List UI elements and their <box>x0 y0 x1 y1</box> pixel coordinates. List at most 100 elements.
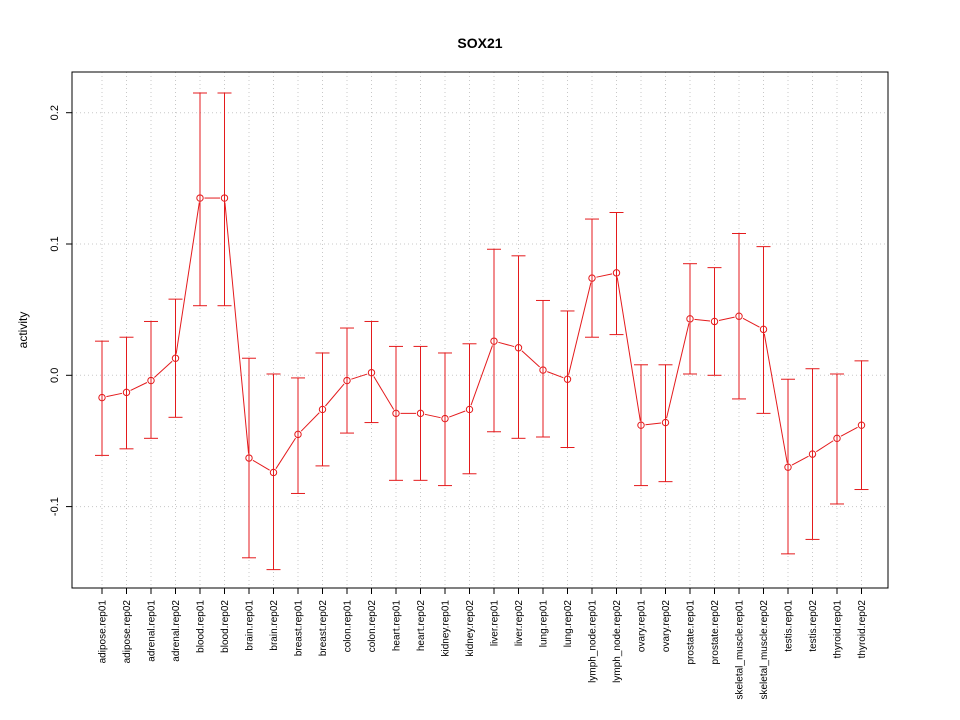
data-point <box>343 376 351 385</box>
x-tick-label: adipose.rep02 <box>122 600 133 664</box>
series-line-segment <box>275 437 296 469</box>
error-bars <box>95 92 869 571</box>
data-point <box>171 354 180 362</box>
data-point <box>269 468 278 477</box>
x-tick-label: skeletal_muscle.rep02 <box>759 600 770 700</box>
data-point <box>392 409 400 418</box>
series-line-segment <box>616 277 641 421</box>
data-point <box>588 274 596 282</box>
series-line-segment <box>568 282 592 375</box>
series-line-segment <box>666 323 690 419</box>
series-line-segment <box>521 350 541 368</box>
x-tick-label: lung.rep01 <box>539 600 550 648</box>
x-tick-label: brain.rep01 <box>245 600 256 651</box>
x-tick-label: thyroid.rep02 <box>857 600 868 659</box>
series-line-segment <box>763 333 788 463</box>
x-tick-label: thyroid.rep01 <box>833 600 844 659</box>
y-tick-label: -0.1 <box>49 497 61 516</box>
grid-layer <box>72 72 888 588</box>
data-point <box>833 434 841 443</box>
x-tick-label: prostate.rep02 <box>710 600 721 665</box>
data-point <box>147 376 155 385</box>
data-point <box>539 366 547 374</box>
data-point <box>416 409 425 418</box>
data-point <box>857 421 866 429</box>
data-point <box>759 325 768 334</box>
x-tick-label: adipose.rep01 <box>98 600 109 664</box>
series-layer <box>98 194 866 477</box>
series-line-segment <box>470 345 493 406</box>
x-axis: adipose.rep01 adipose.rep02 adrenal.rep01 a… <box>98 587 868 700</box>
x-tick-label: lymph_node.rep02 <box>612 600 623 683</box>
series-line-segment <box>153 360 173 378</box>
x-tick-label: skeletal_muscle.rep01 <box>735 600 746 700</box>
y-axis: -0.1 0.0 0.1 0.2 <box>49 105 72 516</box>
x-tick-label: lymph_node.rep01 <box>588 600 599 683</box>
data-point <box>220 194 229 202</box>
x-tick-label: adrenal.rep01 <box>147 600 158 662</box>
data-point <box>637 421 645 429</box>
x-tick-label: colon.rep01 <box>343 600 354 653</box>
x-tick-label: breast.rep01 <box>294 600 305 657</box>
series-line-segment <box>424 413 441 419</box>
x-tick-label: blood.rep02 <box>220 600 231 653</box>
x-tick-label: testis.rep02 <box>808 600 819 652</box>
series-line-segment <box>694 318 711 322</box>
x-tick-label: liver.rep01 <box>490 600 501 647</box>
y-tick-label: 0.0 <box>49 368 61 383</box>
data-point <box>122 388 131 397</box>
x-tick-label: kidney.rep02 <box>465 600 476 657</box>
series-line-segment <box>175 202 200 354</box>
data-point <box>563 375 572 383</box>
x-tick-label: prostate.rep01 <box>686 600 697 665</box>
series-line-segment <box>816 440 834 453</box>
x-tick-label: heart.rep01 <box>392 600 403 652</box>
series-line-segment <box>596 273 613 278</box>
data-point <box>808 450 817 458</box>
data-point <box>784 463 792 471</box>
data-point <box>441 414 449 423</box>
x-tick-label: brain.rep02 <box>269 600 280 651</box>
x-tick-label: ovary.rep01 <box>637 600 648 653</box>
series-line-segment <box>130 382 148 391</box>
x-tick-label: colon.rep02 <box>367 600 378 653</box>
data-point <box>196 194 204 202</box>
chart-title: SOX21 <box>457 35 502 51</box>
x-tick-label: kidney.rep01 <box>441 600 452 657</box>
series-line-segment <box>351 373 368 380</box>
y-tick-label: 0.2 <box>49 105 61 120</box>
x-tick-label: adrenal.rep02 <box>171 600 182 662</box>
data-point <box>661 418 670 427</box>
series-line-segment <box>300 412 320 432</box>
y-tick-label: 0.1 <box>49 236 61 251</box>
x-tick-label: testis.rep01 <box>784 600 795 652</box>
data-point <box>245 454 253 462</box>
x-tick-label: heart.rep02 <box>416 600 427 652</box>
series-line-segment <box>791 455 809 466</box>
data-point <box>294 430 302 439</box>
series-line-segment <box>742 317 760 328</box>
x-tick-label: lung.rep02 <box>563 600 574 648</box>
data-point <box>490 337 498 345</box>
series-line-segment <box>718 316 735 322</box>
series-line-segment <box>498 341 515 348</box>
series-line-segment <box>373 376 395 410</box>
x-tick-label: breast.rep02 <box>318 600 329 657</box>
data-point <box>318 405 327 414</box>
series-line-segment <box>252 459 270 471</box>
data-point <box>98 393 106 402</box>
data-point <box>612 269 621 277</box>
x-tick-label: liver.rep02 <box>514 600 525 647</box>
series-line-segment <box>547 371 564 379</box>
data-point <box>465 405 474 414</box>
series-line-segment <box>840 426 858 437</box>
data-point <box>686 315 694 323</box>
y-axis-label: activity <box>16 312 30 349</box>
x-tick-label: blood.rep01 <box>196 600 207 653</box>
series-line-segment <box>224 202 250 454</box>
series-line-segment <box>645 422 662 426</box>
x-tick-label: ovary.rep02 <box>661 600 672 653</box>
series-line-segment <box>325 383 345 407</box>
